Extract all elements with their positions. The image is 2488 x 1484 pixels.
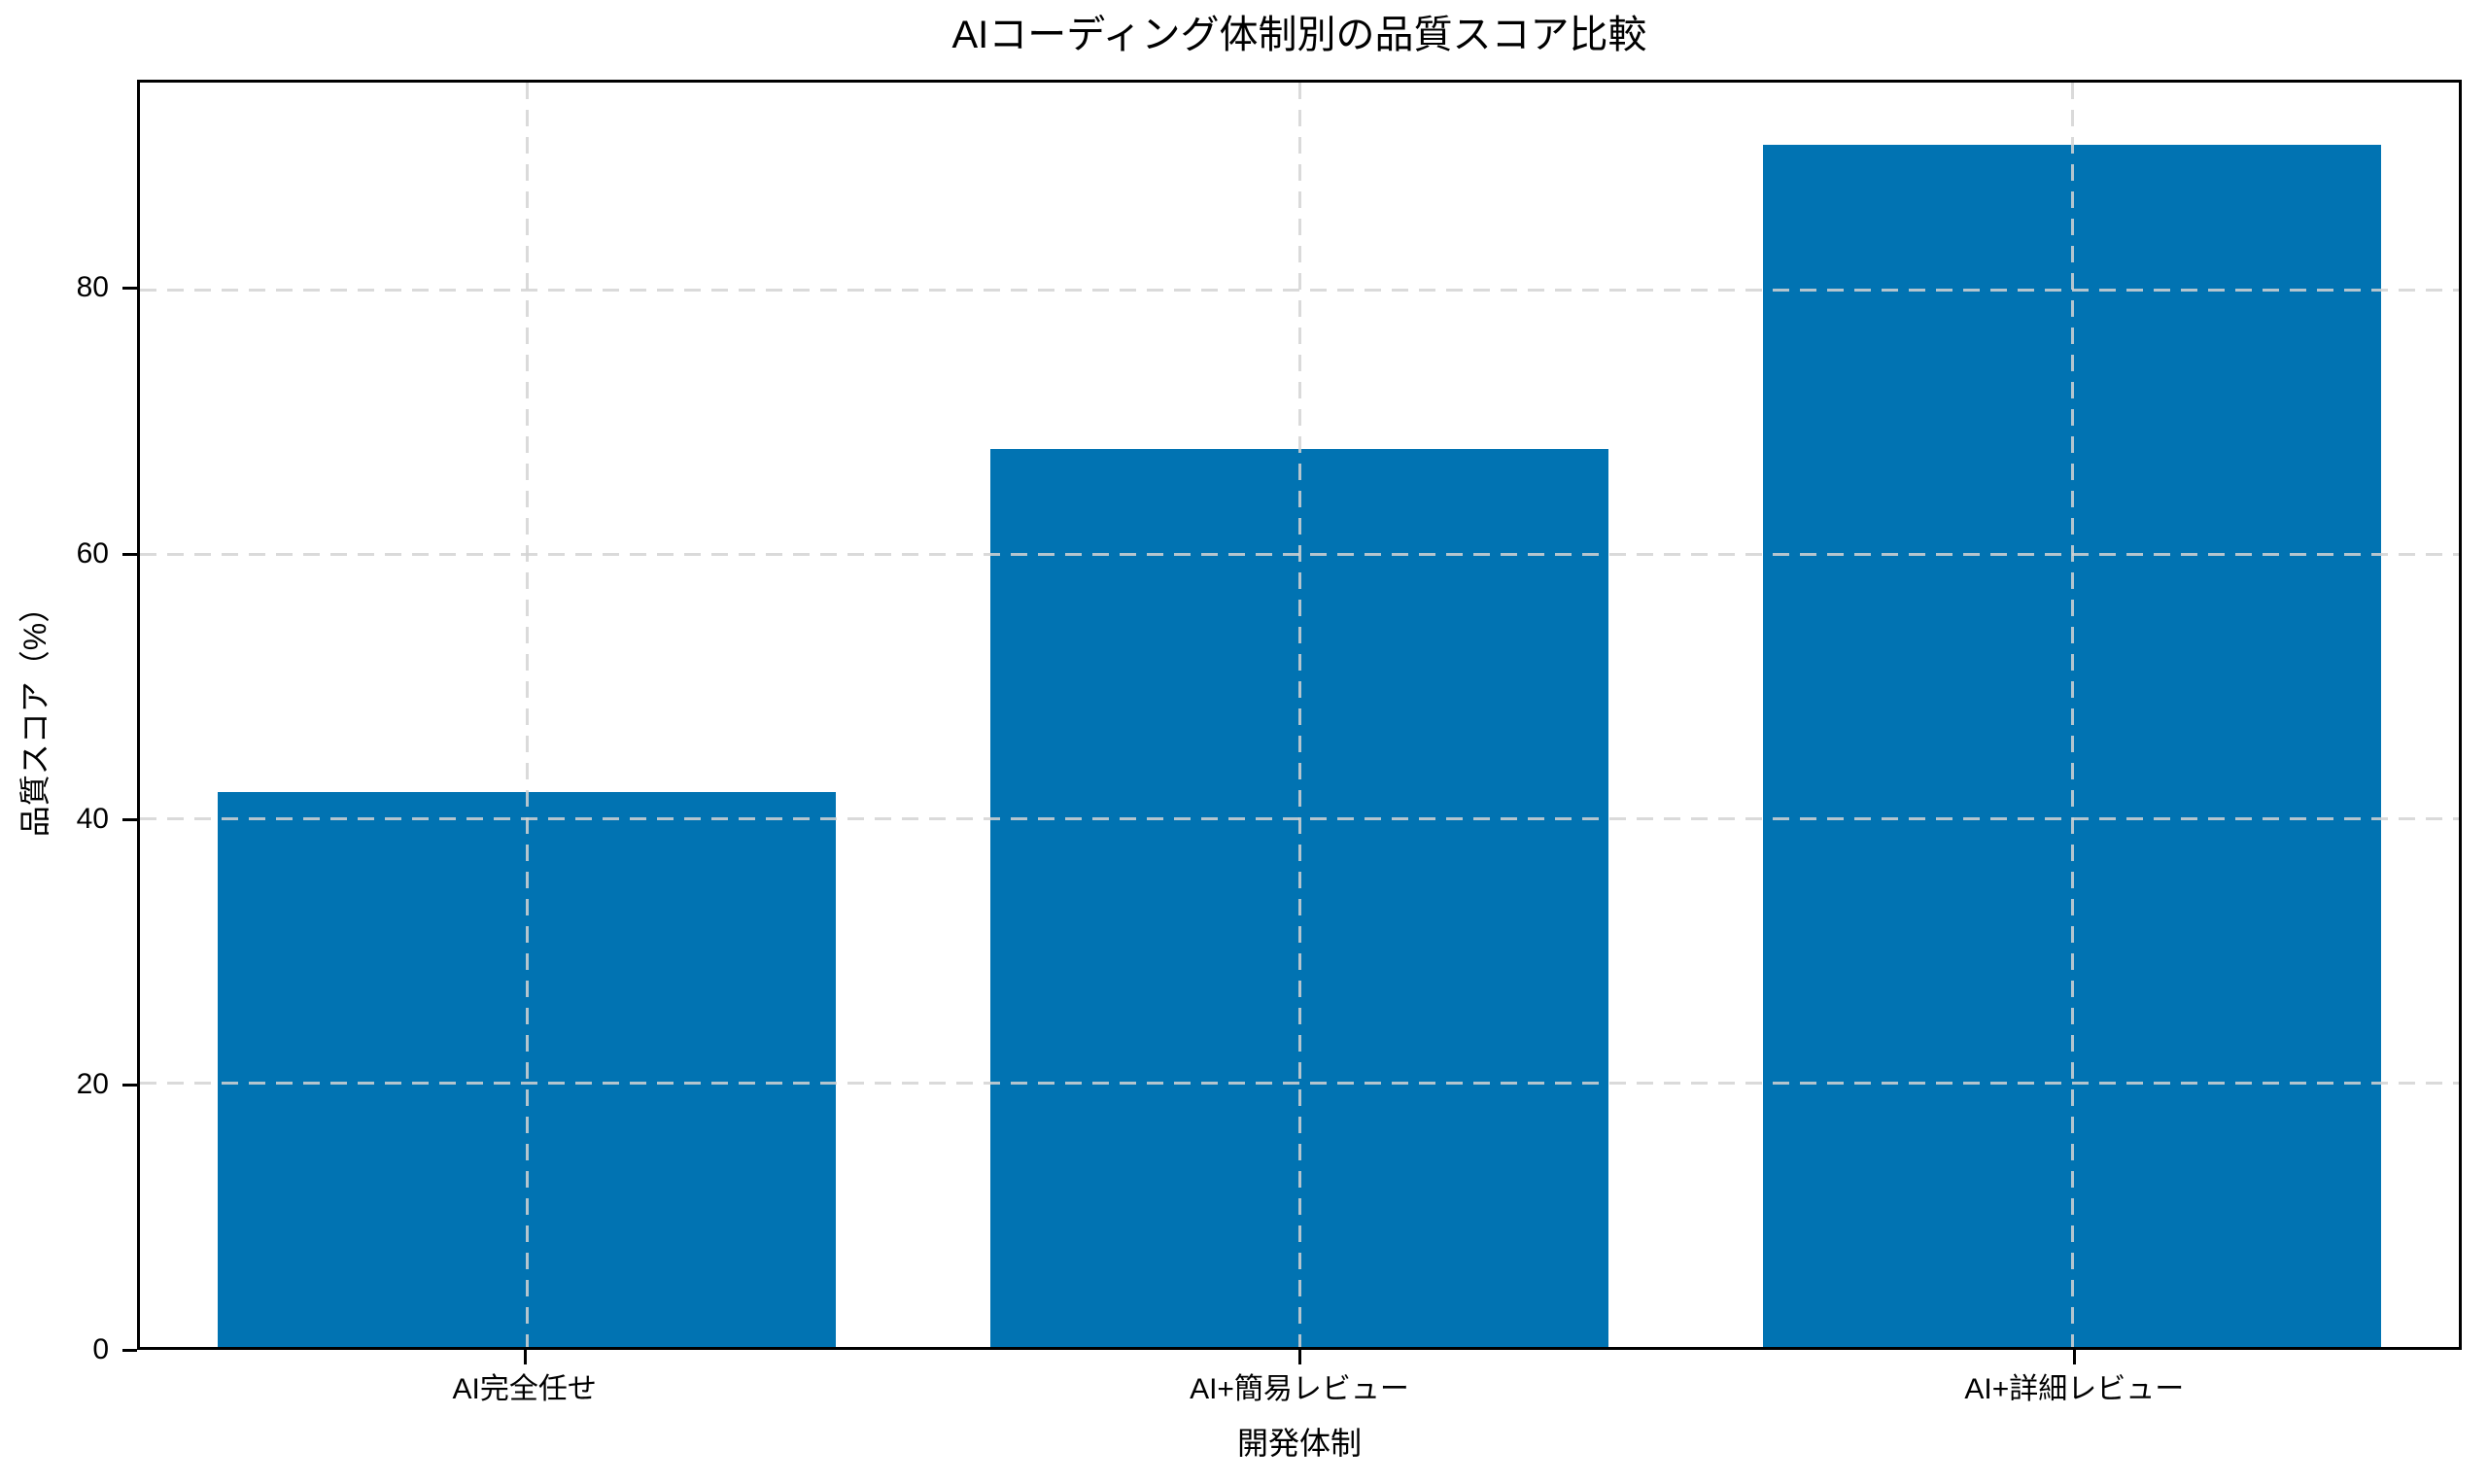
ytick-label-40: 40 <box>76 802 109 835</box>
xtick-mark-1 <box>1298 1350 1301 1364</box>
xtick-label-2: AI+詳細レビュー <box>1964 1373 2185 1405</box>
gridline-x-2 <box>2071 83 2075 1347</box>
xtick-mark-2 <box>2073 1350 2077 1364</box>
chart-title: AIコーディング体制別の品質スコア比較 <box>951 14 1647 56</box>
ytick-label-80: 80 <box>76 271 109 304</box>
ytick-label-0: 0 <box>92 1333 109 1365</box>
ytick-mark-80 <box>122 287 137 291</box>
ytick-mark-0 <box>122 1349 137 1352</box>
ytick-mark-40 <box>122 817 137 821</box>
xtick-label-0: AI完全任せ <box>452 1373 597 1405</box>
ytick-mark-20 <box>122 1083 137 1087</box>
y-axis-label: 品質スコア（%） <box>17 591 52 838</box>
gridline-x-0 <box>525 83 529 1347</box>
ytick-label-60: 60 <box>76 536 109 569</box>
gridline-x-1 <box>1298 83 1301 1347</box>
plot-area <box>137 80 2462 1350</box>
x-axis-label: 開発体制 <box>1236 1426 1362 1461</box>
xtick-mark-0 <box>523 1350 527 1364</box>
ytick-label-20: 20 <box>76 1067 109 1100</box>
xtick-label-1: AI+簡易レビュー <box>1190 1373 1409 1405</box>
ytick-mark-60 <box>122 552 137 556</box>
